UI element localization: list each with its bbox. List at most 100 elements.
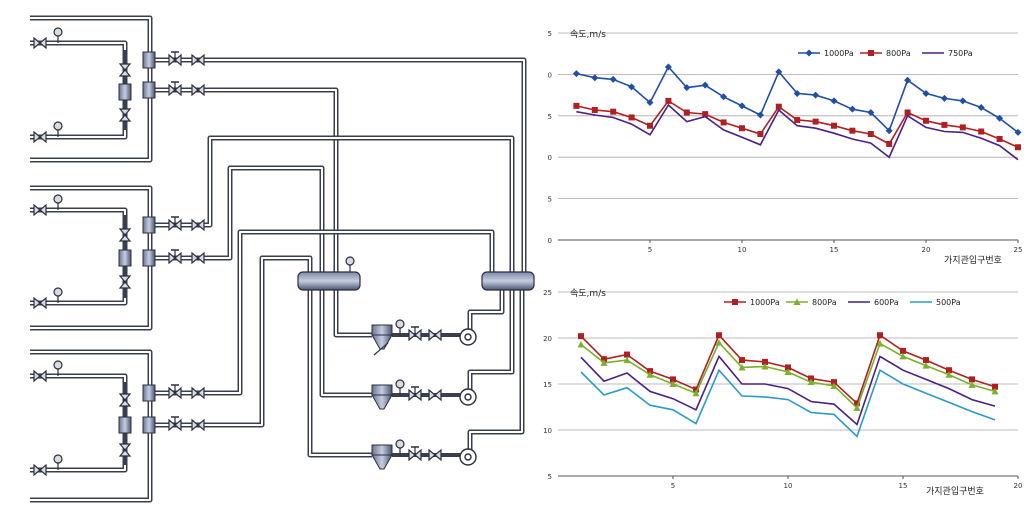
data-point [848,105,856,113]
data-point [757,131,764,138]
data-point [716,332,722,339]
data-point [693,386,699,393]
data-point [808,375,814,382]
data-point [600,359,608,366]
data-point [784,368,792,376]
series-line-750Pa [576,103,1019,161]
chart-bottom-xlabel: 가지관입구번호 [926,485,984,497]
data-point [923,117,929,124]
y-tick-label: 5 [548,473,552,481]
data-point [762,358,768,365]
series-line-500Pa [580,368,996,438]
velocity-chart-top: 0 5 0 5 0 5 5 10 15 20 25 1000Pa 800Pa 750Pa 속도,m/s 가… [540,15,1024,266]
y-tick-label: 25 [543,289,552,297]
legend-label: 800Pa [812,298,837,307]
data-point [877,332,883,339]
data-point [761,363,769,370]
data-point [739,357,745,364]
data-point [647,122,653,129]
data-point [904,76,912,84]
data-point [601,356,607,363]
data-point [665,97,672,104]
legend-item: 750Pa [922,49,973,58]
y-tick-label: 0 [548,237,552,245]
legend-label: 1000Pa [824,49,854,58]
data-point [899,352,907,360]
x-tick-label: 20 [922,246,931,254]
data-point [670,376,676,383]
data-point [900,347,906,354]
data-point [794,116,801,123]
legend-item: 1000Pa [724,298,780,307]
legend-item: 800Pa [786,298,837,307]
data-point [831,379,837,386]
data-point [692,389,700,397]
data-point [854,400,860,407]
data-point [945,371,953,378]
chart-bottom-plot-area: 5 10 15 20 25 5 10 15 20 1000Pa 800Pa 600Pa 500Pa [543,289,1022,490]
data-point [683,84,691,92]
pipes [30,15,527,503]
data-point [720,119,727,126]
data-point [1015,144,1021,151]
y-tick-label: 0 [548,71,552,79]
data-point [715,339,723,346]
data-point [940,94,948,102]
data-point [628,114,635,121]
cyclones [371,324,393,470]
fittings [118,51,156,434]
y-tick-label: 5 [548,113,552,121]
data-point [572,70,580,78]
legend-item: 600Pa [848,298,899,307]
data-point [992,383,998,390]
data-point [830,382,838,389]
legend-label: 1000Pa [750,298,780,307]
pipe-network-diagram [30,15,535,503]
data-point [946,367,952,374]
series-line-600Pa [580,354,996,426]
data-point [623,356,631,364]
series-line-800Pa [576,99,1019,149]
data-point [624,351,630,358]
series-line-800Pa [580,341,996,410]
data-point [831,122,837,129]
data-point [886,140,893,147]
y-tick-label: 0 [548,154,552,162]
y-tick-label: 5 [548,30,552,38]
data-point [867,108,875,116]
x-tick-label: 20 [1014,482,1023,490]
x-tick-label: 10 [784,482,793,490]
data-point [923,357,929,364]
data-point [669,380,677,387]
data-point [812,91,820,99]
data-point [738,363,746,371]
data-point [646,99,654,107]
chart-bottom-svg: 5 10 15 20 25 5 10 15 20 1000Pa 800Pa 600Pa 500Pa 속도… [543,288,1022,497]
data-point [793,89,801,97]
data-point [739,125,745,132]
data-point [628,83,636,91]
legend-label: 750Pa [948,49,973,58]
legend-marker [793,298,801,305]
data-point [876,340,884,347]
left-header [297,256,361,291]
data-point [756,111,764,119]
fans [459,328,477,466]
legend-label: 500Pa [936,298,961,307]
data-point [578,333,584,340]
legend-item: 500Pa [910,298,961,307]
data-point [959,97,967,105]
data-point [702,111,709,118]
data-point [683,109,690,116]
chart-top-plot-area: 0 5 0 5 0 5 5 10 15 20 25 1000Pa 800Pa 750Pa [548,30,1023,254]
data-point [977,104,985,112]
y-tick-label: 5 [548,196,552,204]
y-tick-label: 20 [543,335,552,343]
y-tick-label: 10 [543,427,552,435]
x-tick-label: 25 [1014,246,1023,254]
chart-top-svg: 0 5 0 5 0 5 5 10 15 20 25 1000Pa 800Pa 750Pa 속도,m/s 가… [548,29,1023,266]
x-tick-label: 5 [648,246,652,254]
legend-item: 1000Pa [798,49,854,58]
data-point [922,89,930,97]
data-point [647,368,653,375]
